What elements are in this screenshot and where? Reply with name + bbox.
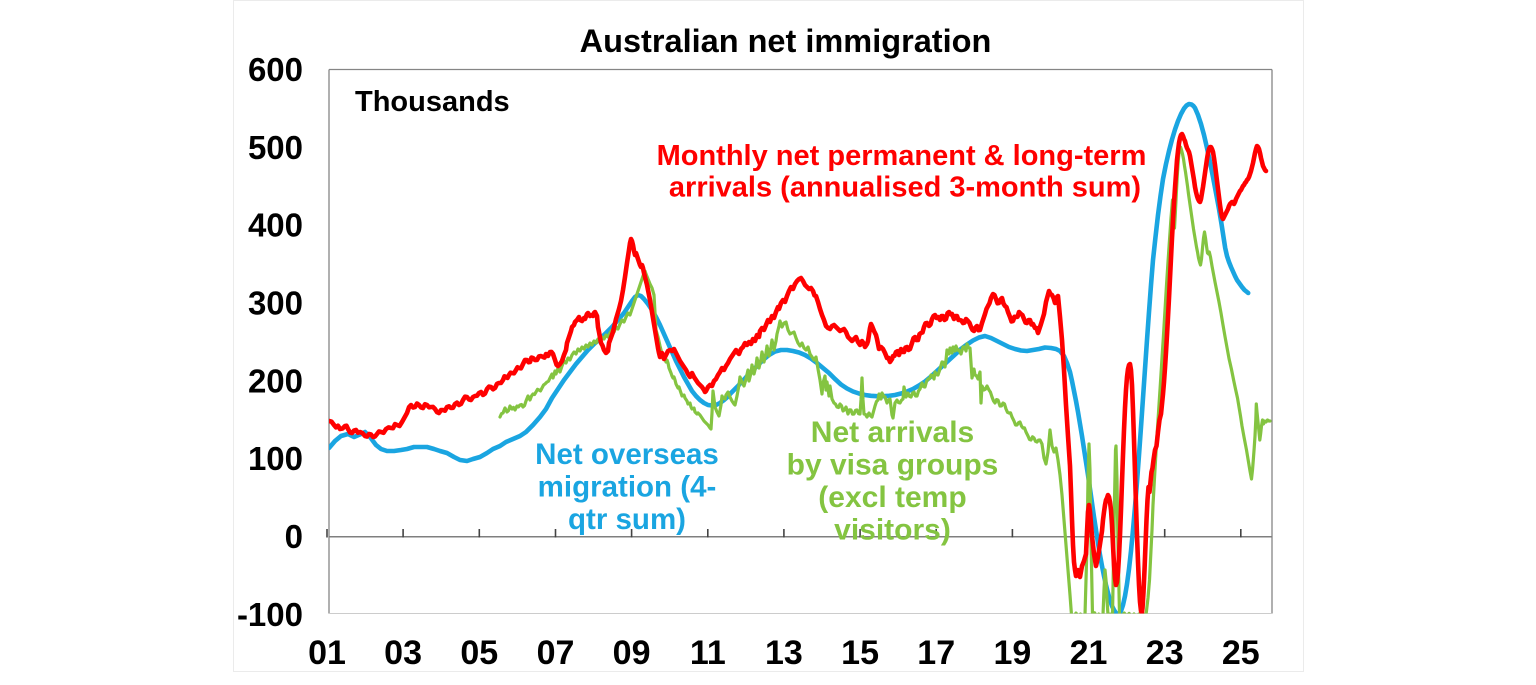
svg-text:Net overseas: Net overseas [535,438,719,471]
svg-text:400: 400 [248,207,303,244]
svg-text:qtr sum): qtr sum) [568,503,686,536]
svg-text:25: 25 [1222,634,1260,672]
svg-text:01: 01 [308,634,346,672]
svg-text:600: 600 [248,51,303,88]
svg-text:-100: -100 [237,596,303,633]
svg-text:0: 0 [285,518,303,555]
svg-text:300: 300 [248,285,303,322]
svg-text:05: 05 [460,634,498,672]
svg-text:19: 19 [993,634,1031,672]
svg-text:Australian net immigration: Australian net immigration [580,23,992,59]
svg-text:500: 500 [248,129,303,166]
svg-text:21: 21 [1070,634,1108,672]
svg-text:visitors): visitors) [834,514,951,547]
svg-text:15: 15 [841,634,879,672]
svg-text:Thousands: Thousands [355,86,510,118]
svg-text:03: 03 [384,634,422,672]
svg-text:(excl temp: (excl temp [818,481,966,514]
svg-text:17: 17 [917,634,955,672]
svg-text:Net arrivals: Net arrivals [811,416,974,449]
svg-text:migration (4-: migration (4- [538,471,717,504]
svg-text:100: 100 [248,440,303,477]
svg-text:09: 09 [613,634,651,672]
svg-text:23: 23 [1146,634,1184,672]
svg-text:Monthly net permanent & long-t: Monthly net permanent & long-term [657,140,1147,172]
svg-text:200: 200 [248,362,303,399]
svg-text:07: 07 [537,634,575,672]
svg-text:13: 13 [765,634,803,672]
svg-text:11: 11 [690,634,726,672]
svg-text:arrivals (annualised 3-month s: arrivals (annualised 3-month sum) [669,172,1141,204]
svg-text:by visa groups: by visa groups [787,449,999,482]
